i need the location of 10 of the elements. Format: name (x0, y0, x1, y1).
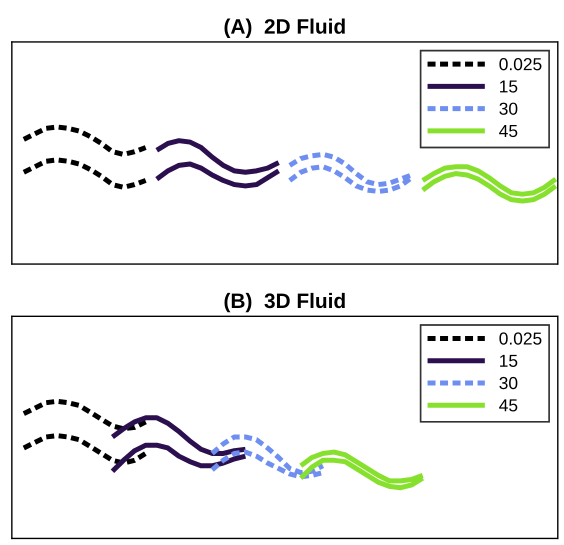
legend-label: 15 (500, 80, 518, 93)
chart-title: (B) 3D Fluid (224, 292, 345, 312)
legend-label: 30 (499, 102, 518, 115)
legend-label: 30 (499, 376, 518, 390)
legend-label: 0.025 (499, 332, 542, 345)
legend-label: 0.025 (499, 58, 542, 70)
legend-label: 15 (500, 354, 518, 367)
legend-label: 45 (499, 125, 518, 138)
chart-title: (A) 2D Fluid (224, 18, 345, 38)
legend-label: 45 (499, 399, 518, 412)
